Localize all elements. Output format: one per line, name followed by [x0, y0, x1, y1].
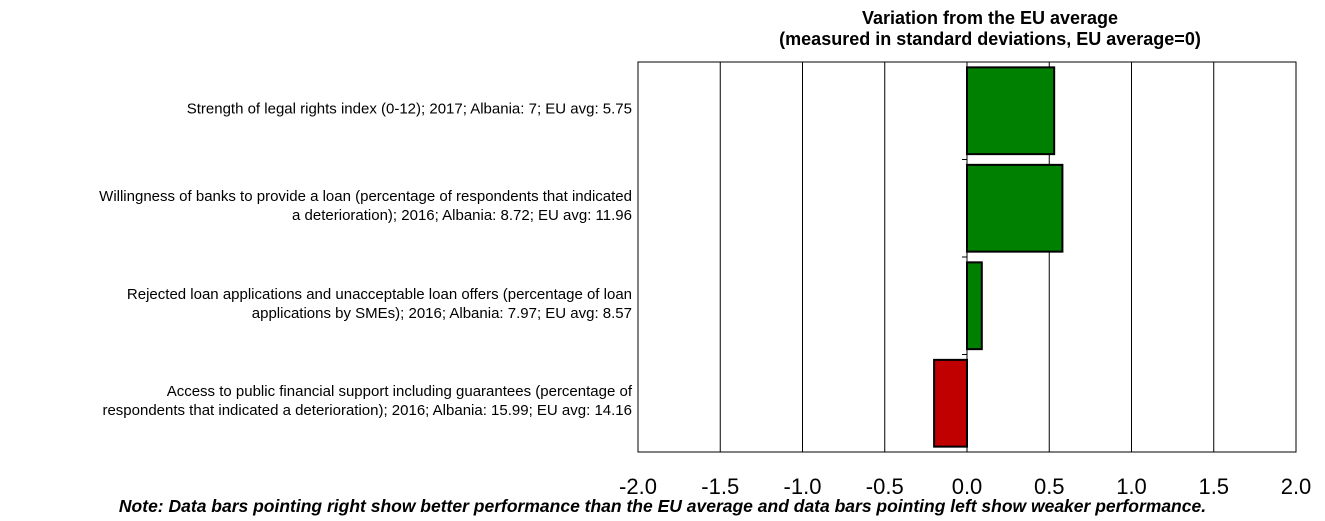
x-tick-label: 0.5	[1034, 474, 1065, 499]
x-tick-label: 1.0	[1116, 474, 1147, 499]
category-label: Access to public financial support inclu…	[0, 382, 632, 420]
category-label-line: Willingness of banks to provide a loan (…	[99, 188, 632, 206]
bar	[966, 66, 1056, 156]
category-label-line: a deterioration); 2016; Albania: 8.72; E…	[292, 207, 632, 225]
category-label: Willingness of banks to provide a loan (…	[0, 187, 632, 225]
category-label-line: Access to public financial support inclu…	[166, 383, 632, 401]
x-tick-label: 2.0	[1281, 474, 1312, 499]
bar	[933, 358, 968, 448]
bar	[966, 163, 1064, 253]
x-tick-label: 1.5	[1198, 474, 1229, 499]
bar	[966, 261, 983, 351]
chart-subtitle: (measured in standard deviations, EU ave…	[779, 29, 1201, 49]
category-label-line: respondents that indicated a deteriorati…	[102, 402, 632, 420]
category-label-line: Strength of legal rights index (0-12); 2…	[186, 100, 632, 118]
category-label: Rejected loan applications and unaccepta…	[0, 285, 632, 323]
chart-title-main: Variation from the EU average	[861, 8, 1119, 28]
category-label-line: Rejected loan applications and unaccepta…	[126, 285, 632, 303]
x-tick-label: -1.0	[784, 474, 822, 499]
chart-title: Variation from the EU average (measured …	[700, 8, 1280, 50]
x-tick-label: -0.5	[866, 474, 904, 499]
x-tick-label: -2.0	[619, 474, 657, 499]
x-tick-label: -1.5	[701, 474, 739, 499]
x-tick-label: 0.0	[952, 474, 983, 499]
chart-note: Note: Data bars pointing right show bett…	[118, 496, 1207, 516]
category-label-line: applications by SMEs); 2016; Albania: 7.…	[251, 304, 632, 322]
category-label: Strength of legal rights index (0-12); 2…	[0, 99, 632, 118]
